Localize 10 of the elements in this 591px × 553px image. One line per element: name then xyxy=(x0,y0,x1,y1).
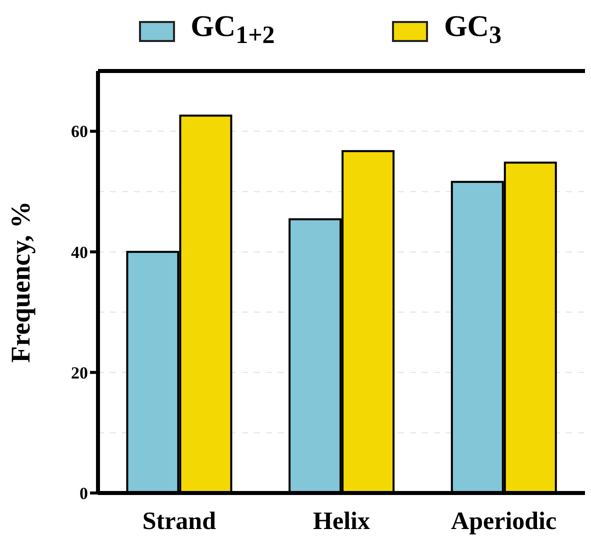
y-tick-label: 20 xyxy=(71,363,88,382)
x-tick-label: Strand xyxy=(142,508,216,535)
legend-label: GC$_{1+2}$ xyxy=(190,10,275,51)
x-tick-label: Aperiodic xyxy=(451,508,557,535)
legend-label: GC$_{3}$ xyxy=(444,10,502,51)
x-tick-label: Helix xyxy=(313,508,370,535)
y-tick-label: 40 xyxy=(71,242,88,262)
y-tick-label: 60 xyxy=(71,122,88,142)
y-tick-label: 0 xyxy=(80,484,88,503)
y-axis-title: Frequency, % xyxy=(6,201,36,363)
